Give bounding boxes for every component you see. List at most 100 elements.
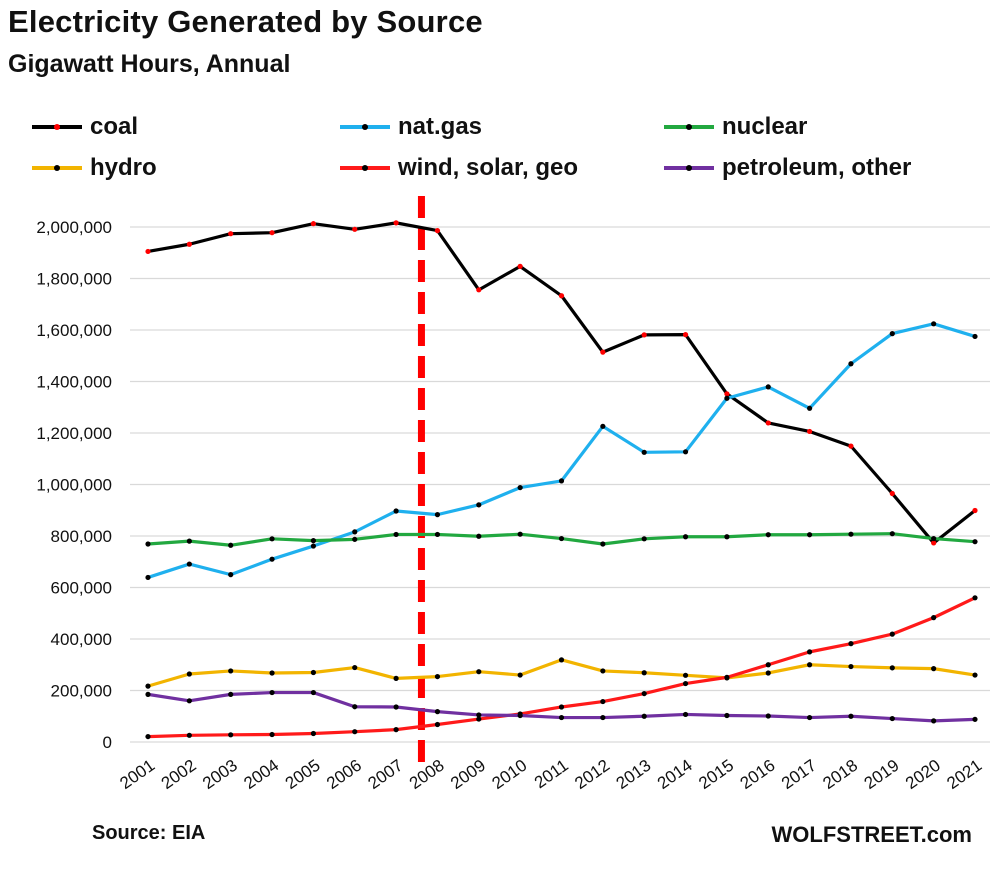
data-point-nuclear xyxy=(641,536,647,542)
data-point-hydro xyxy=(310,669,316,676)
series-nat-gas xyxy=(145,321,978,581)
x-axis-ticks: 2001 2002 2003 2004 2005 2006 2007 2008 2009 2010… xyxy=(116,756,985,793)
data-point-wind-solar-geo xyxy=(848,641,854,647)
data-point-nuclear xyxy=(682,534,689,540)
data-point-nuclear xyxy=(269,536,275,542)
data-point-wind-solar-geo xyxy=(558,704,565,710)
series-nuclear xyxy=(145,531,978,548)
y-tick-label: 1,400,000 xyxy=(36,373,112,392)
x-tick-label: 2011 xyxy=(531,756,572,793)
data-point-wind-solar-geo xyxy=(972,595,978,601)
data-point-hydro xyxy=(765,670,771,676)
data-point-coal xyxy=(682,332,689,338)
data-point-wind-solar-geo xyxy=(600,698,606,705)
data-point-petroleum-other xyxy=(807,714,813,721)
data-point-nuclear xyxy=(765,532,771,538)
data-point-hydro xyxy=(848,663,854,670)
x-tick-label: 2015 xyxy=(695,756,737,793)
data-point-hydro xyxy=(807,662,813,668)
data-point-petroleum-other xyxy=(186,698,192,704)
data-point-coal xyxy=(228,231,234,237)
data-point-nat-gas xyxy=(269,556,275,562)
data-point-nuclear xyxy=(310,538,316,544)
source-note: Source: EIA xyxy=(92,822,206,844)
y-tick-label: 800,000 xyxy=(51,527,112,546)
data-point-coal xyxy=(310,221,316,227)
data-point-nuclear xyxy=(186,538,192,544)
data-point-nuclear xyxy=(228,542,234,548)
data-point-hydro xyxy=(972,672,978,678)
data-point-hydro xyxy=(641,670,647,676)
data-point-petroleum-other xyxy=(310,689,316,696)
legend-item-nat-gas: nat.gas xyxy=(338,110,482,144)
legend-label: nuclear xyxy=(722,113,808,140)
data-point-hydro xyxy=(186,671,192,677)
legend-item-hydro: hydro xyxy=(30,151,157,185)
data-point-nat-gas xyxy=(724,395,730,401)
data-point-nat-gas xyxy=(931,321,937,327)
data-point-nuclear xyxy=(600,541,606,547)
data-point-petroleum-other xyxy=(848,713,854,719)
data-point-hydro xyxy=(931,666,937,672)
series-wind-solar-geo xyxy=(145,595,978,740)
data-point-nat-gas xyxy=(682,449,689,455)
x-tick-label: 2005 xyxy=(282,756,324,793)
legend-label: hydro xyxy=(90,154,157,181)
data-point-petroleum-other xyxy=(558,714,565,721)
data-point-nat-gas xyxy=(434,512,441,518)
data-point-hydro xyxy=(600,668,606,674)
data-point-wind-solar-geo xyxy=(724,674,730,680)
data-point-nat-gas xyxy=(186,561,192,567)
legend: coal nat.gas nuclear hydro wind, solar, geo p… xyxy=(0,110,1000,190)
data-point-nat-gas xyxy=(558,478,565,484)
data-point-nuclear xyxy=(724,534,730,540)
data-point-nuclear xyxy=(517,531,523,537)
data-point-nat-gas xyxy=(228,572,234,578)
data-point-nat-gas xyxy=(807,405,813,411)
data-point-coal xyxy=(848,443,854,449)
x-tick-label: 2006 xyxy=(323,756,365,793)
y-tick-label: 400,000 xyxy=(51,630,112,649)
data-point-wind-solar-geo xyxy=(931,615,937,621)
data-point-hydro xyxy=(558,657,565,663)
data-point-nat-gas xyxy=(848,361,854,367)
data-point-nuclear xyxy=(352,536,358,542)
x-tick-label: 2017 xyxy=(778,756,820,793)
brand-label: WOLFSTREET.com xyxy=(771,822,972,847)
legend-label: nat.gas xyxy=(398,113,483,140)
data-point-coal xyxy=(558,293,565,299)
data-point-hydro xyxy=(393,675,399,681)
y-tick-label: 1,600,000 xyxy=(36,321,112,340)
data-point-petroleum-other xyxy=(228,691,234,697)
data-point-coal xyxy=(931,540,937,546)
data-point-nat-gas xyxy=(145,574,151,581)
data-point-coal xyxy=(434,228,441,234)
data-point-hydro xyxy=(476,669,482,675)
data-point-coal xyxy=(972,507,978,514)
data-point-coal xyxy=(807,428,813,435)
legend-swatch xyxy=(664,165,714,171)
data-point-nat-gas xyxy=(641,449,647,455)
data-point-petroleum-other xyxy=(600,714,606,721)
x-tick-label: 2004 xyxy=(240,756,282,793)
x-tick-label: 2010 xyxy=(489,756,531,793)
data-point-nuclear xyxy=(848,531,854,537)
data-point-coal xyxy=(393,220,399,226)
data-point-nuclear xyxy=(931,535,937,542)
data-point-hydro xyxy=(145,683,151,689)
data-point-coal xyxy=(641,332,647,338)
legend-swatch xyxy=(32,124,82,130)
data-point-nat-gas xyxy=(765,384,771,390)
data-point-nat-gas xyxy=(517,484,523,491)
data-point-hydro xyxy=(269,670,275,676)
data-point-petroleum-other xyxy=(517,712,523,719)
data-point-coal xyxy=(145,248,151,255)
grid-lines xyxy=(130,226,990,743)
y-tick-label: 600,000 xyxy=(51,579,112,598)
x-tick-label: 2012 xyxy=(571,756,613,793)
x-tick-label: 2018 xyxy=(819,756,861,793)
legend-swatch xyxy=(32,165,82,171)
y-tick-label: 1,000,000 xyxy=(36,476,112,495)
data-point-petroleum-other xyxy=(269,689,275,696)
